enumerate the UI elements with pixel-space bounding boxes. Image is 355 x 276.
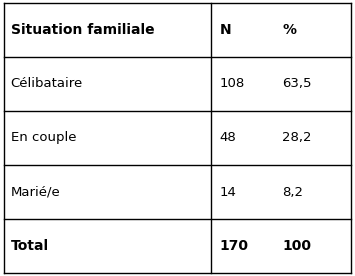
Text: 108: 108 [219, 77, 245, 91]
Text: 28,2: 28,2 [282, 131, 311, 145]
Text: 170: 170 [219, 239, 248, 253]
Text: N: N [219, 23, 231, 37]
Text: 48: 48 [219, 131, 236, 145]
Text: Situation familiale: Situation familiale [11, 23, 154, 37]
Text: Total: Total [11, 239, 49, 253]
Text: 63,5: 63,5 [282, 77, 311, 91]
Text: Célibataire: Célibataire [11, 77, 83, 91]
Text: Marié/e: Marié/e [11, 185, 60, 199]
Text: 100: 100 [282, 239, 311, 253]
Text: %: % [282, 23, 296, 37]
Text: En couple: En couple [11, 131, 76, 145]
Text: 8,2: 8,2 [282, 185, 303, 199]
Text: 14: 14 [219, 185, 236, 199]
